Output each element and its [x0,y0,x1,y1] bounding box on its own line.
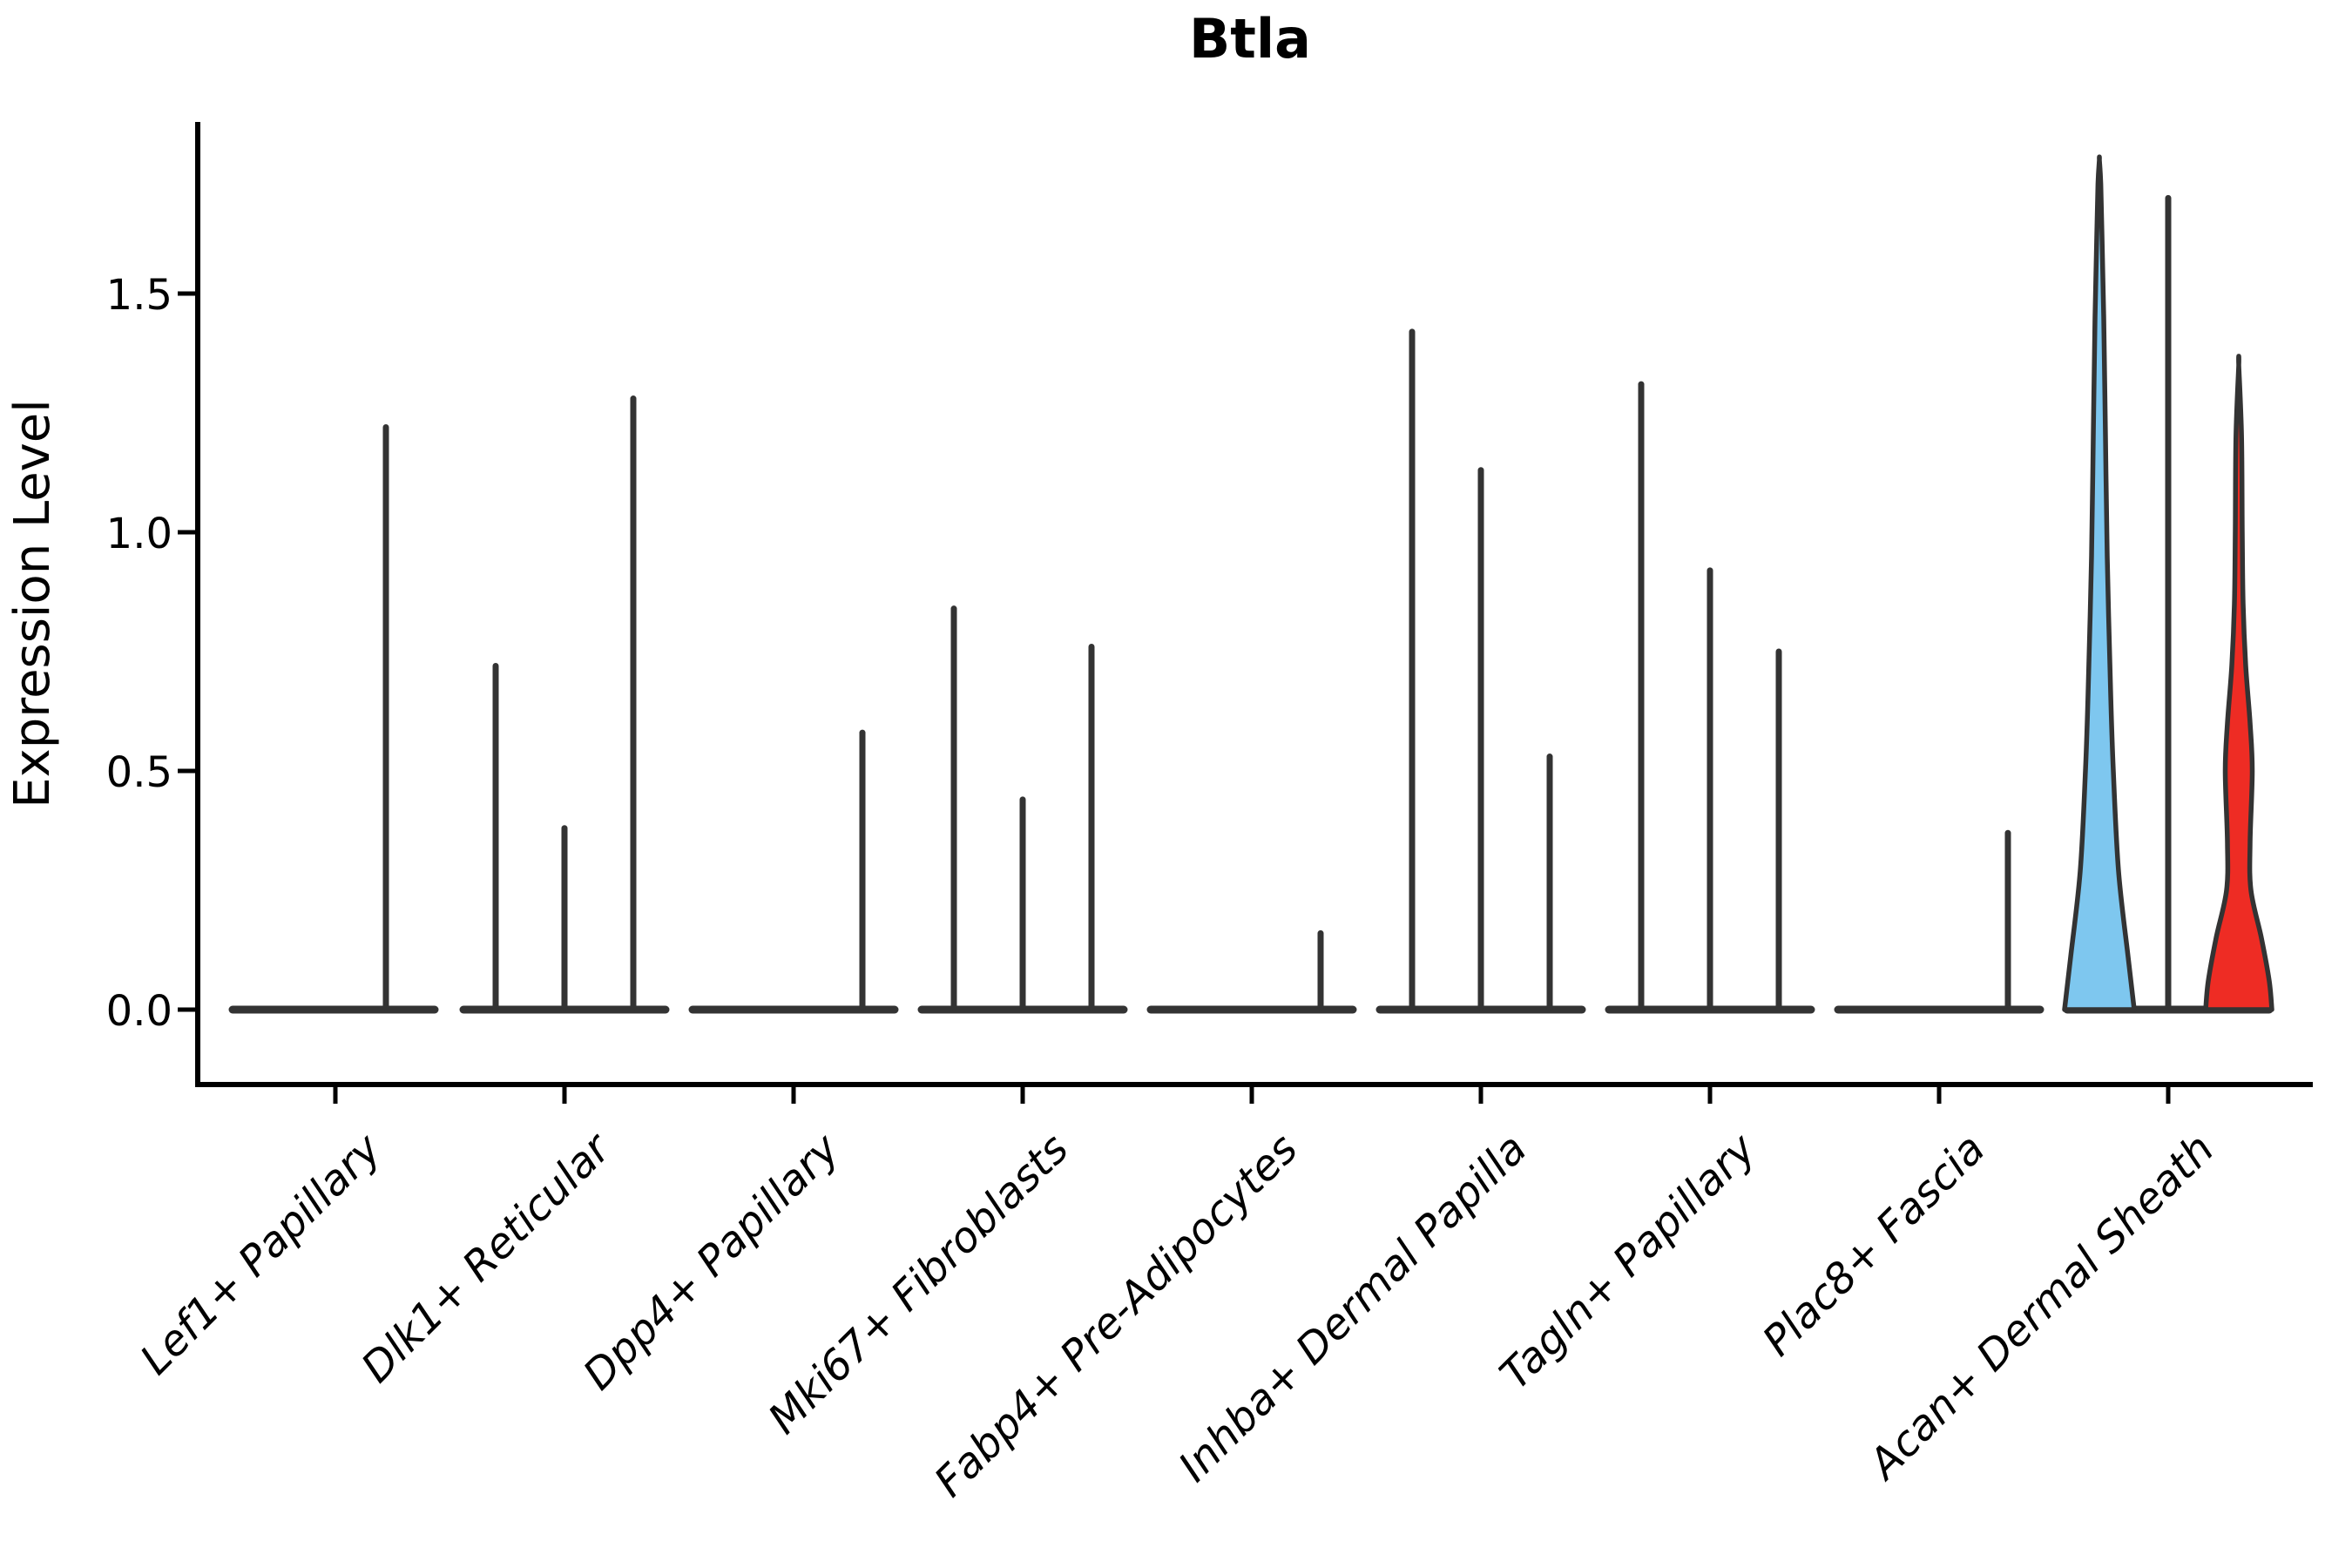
y-tick-label: 1.5 [106,271,172,320]
x-tick-label-dlk1-reticular: Dlk1+ Reticular [352,1123,622,1393]
chart-title: Btla [1189,7,1311,71]
x-tick-label-lef1-papillary: Lef1+ Papillary [131,1124,391,1384]
y-tick-label: 0.5 [106,748,172,797]
y-tick-label: 1.0 [106,510,172,558]
y-axis-label: Expression Level [4,399,61,808]
y-tick-label: 0.0 [106,987,172,1036]
plot-content [178,154,2274,1104]
x-tick-label-dpp4-papillary: Dpp4+ Papillary [574,1124,849,1399]
violin-body [2062,154,2137,1012]
x-tick-label-fabp4-pre-adipocytes: Fabp4+ Pre-Adipocytes [925,1125,1308,1507]
x-tick-label-plac8-fascia: Plac8+ Fascia [1754,1125,1995,1366]
violin-body [2203,354,2274,1012]
x-tick-label-tagln-papillary: Tagln+ Papillary [1490,1124,1766,1399]
